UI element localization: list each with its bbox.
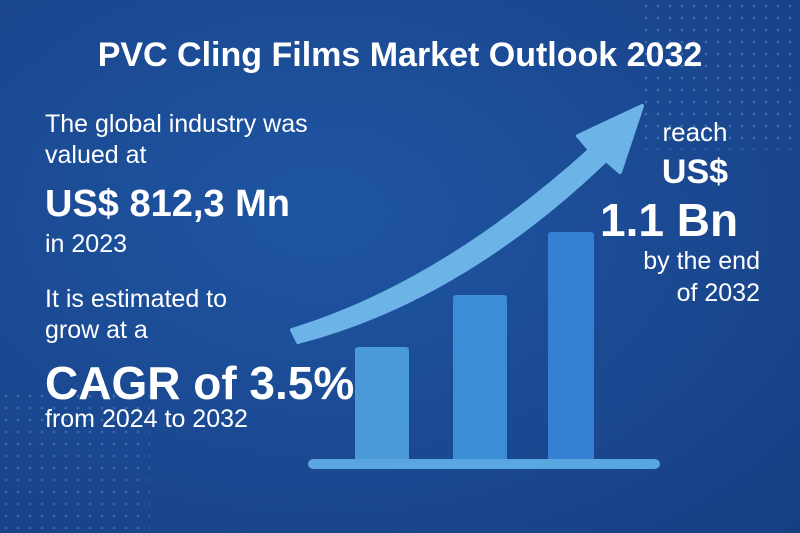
left-line-3: It is estimated to bbox=[45, 285, 228, 313]
bar-2 bbox=[453, 295, 507, 462]
left-line-2: valued at bbox=[45, 141, 147, 169]
left-line-1: The global industry was bbox=[45, 110, 308, 138]
market-value-2023: US$ 812,3 Mn bbox=[45, 183, 290, 225]
right-reach: reach bbox=[662, 117, 728, 147]
left-line-4: grow at a bbox=[45, 316, 148, 344]
page-title: PVC Cling Films Market Outlook 2032 bbox=[97, 36, 703, 74]
bar-1 bbox=[355, 347, 409, 462]
bar-3 bbox=[548, 232, 594, 462]
base-year: in 2023 bbox=[45, 230, 128, 258]
market-value-2032: 1.1 Bn bbox=[600, 194, 739, 246]
right-by-end: by the end bbox=[643, 247, 760, 275]
right-currency: US$ bbox=[661, 153, 729, 191]
growth-arrow-icon bbox=[290, 104, 644, 344]
baseline bbox=[308, 459, 660, 469]
forecast-period: from 2024 to 2032 bbox=[45, 405, 248, 433]
dot-pattern-bottom-left bbox=[0, 390, 150, 533]
cagr-value: CAGR of 3.5% bbox=[45, 357, 355, 409]
right-year: of 2032 bbox=[676, 279, 760, 307]
dot-pattern-top-right bbox=[640, 0, 800, 150]
